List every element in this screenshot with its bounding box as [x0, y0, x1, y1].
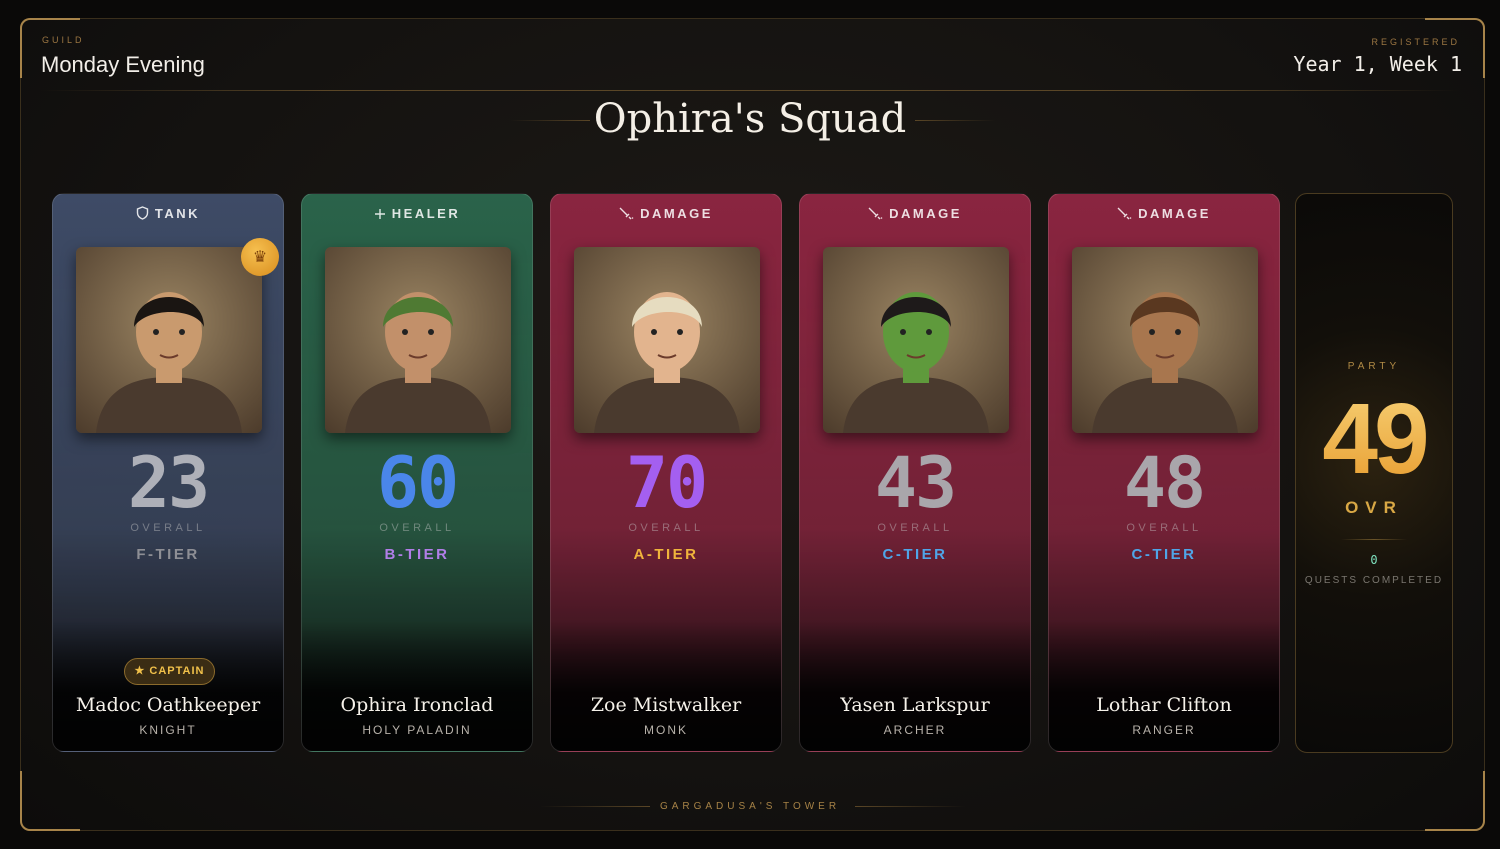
- member-portrait: [325, 247, 511, 433]
- card-footer-shade: [53, 621, 283, 751]
- party-ovr-value: 49: [1296, 382, 1452, 497]
- header-divider: [40, 90, 1460, 91]
- tier-label: F-TIER: [136, 546, 200, 563]
- tier-label: B-TIER: [384, 546, 450, 563]
- role-label: DAMAGE: [1049, 206, 1279, 223]
- guild-label: GUILD: [42, 35, 85, 45]
- overall-label: OVERALL: [1126, 522, 1202, 534]
- role-text: TANK: [154, 206, 201, 221]
- party-label: PARTY: [1347, 361, 1401, 372]
- registered-label: REGISTERED: [1371, 37, 1460, 47]
- frame-corner: [20, 771, 80, 831]
- sword-icon: [619, 207, 634, 223]
- member-portrait: [76, 247, 262, 433]
- footer-ornament: [540, 806, 650, 807]
- sword-icon: [1117, 207, 1132, 223]
- role-label: TANK: [53, 206, 283, 223]
- member-portrait: [1072, 247, 1258, 433]
- member-portrait: [574, 247, 760, 433]
- overall-label: OVERALL: [877, 522, 953, 534]
- star-icon: ★: [134, 665, 146, 677]
- tier-label: C-TIER: [882, 546, 948, 563]
- overall-score: 43: [874, 442, 957, 524]
- plus-icon: [374, 208, 386, 223]
- quests-completed-label: QUESTS COMPLETED: [1304, 575, 1444, 586]
- member-class: ARCHER: [883, 723, 947, 737]
- role-text: DAMAGE: [889, 206, 962, 221]
- crown-icon: ♛: [241, 238, 279, 276]
- captain-text: CAPTAIN: [149, 665, 205, 677]
- member-portrait: [823, 247, 1009, 433]
- overall-label: OVERALL: [130, 522, 206, 534]
- member-name: Ophira Ironclad: [340, 694, 494, 716]
- card-footer-shade: [1049, 621, 1279, 751]
- member-name: Lothar Clifton: [1096, 694, 1232, 716]
- guild-name: Monday Evening: [41, 52, 205, 77]
- card-footer-shade: [800, 621, 1030, 751]
- card-footer-shade: [302, 621, 532, 751]
- role-label: DAMAGE: [551, 206, 781, 223]
- member-card[interactable]: HEALER 60 OVERALL B-TIER Ophira Ironclad…: [301, 193, 533, 752]
- member-name: Yasen Larkspur: [840, 694, 990, 716]
- role-label: DAMAGE: [800, 206, 1030, 223]
- overall-score: 60: [376, 442, 459, 524]
- frame-corner: [20, 18, 80, 78]
- overall-label: OVERALL: [379, 522, 455, 534]
- overall-label: OVERALL: [628, 522, 704, 534]
- member-card[interactable]: DAMAGE 70 OVERALL A-TIER Zoe Mistwalker …: [550, 193, 782, 752]
- member-name: Madoc Oathkeeper: [75, 694, 261, 716]
- frame-corner: [1425, 18, 1485, 78]
- role-text: DAMAGE: [1138, 206, 1211, 221]
- overall-score: 23: [127, 442, 210, 524]
- member-class: MONK: [644, 723, 688, 737]
- member-name: Zoe Mistwalker: [590, 694, 742, 716]
- member-class: HOLY PALADIN: [362, 723, 472, 737]
- party-ovr-label: OVR: [1345, 498, 1403, 517]
- title-ornament: [915, 120, 995, 121]
- frame-corner: [1425, 771, 1485, 831]
- tier-label: C-TIER: [1131, 546, 1197, 563]
- overall-score: 48: [1123, 442, 1206, 524]
- member-card[interactable]: TANK ♛ 23 OVERALL F-TIER ★ CAPTAIN Madoc…: [52, 193, 284, 752]
- quests-completed-value: 0: [1370, 553, 1378, 567]
- member-card[interactable]: DAMAGE 43 OVERALL C-TIER Yasen Larkspur …: [799, 193, 1031, 752]
- party-divider: [1341, 539, 1407, 540]
- member-class: KNIGHT: [139, 723, 197, 737]
- role-text: HEALER: [391, 206, 461, 221]
- page-title: Ophira's Squad: [593, 96, 907, 142]
- role-text: DAMAGE: [640, 206, 713, 221]
- card-footer-shade: [551, 621, 781, 751]
- registered-value: Year 1, Week 1: [1293, 52, 1462, 76]
- party-summary-card: PARTY 49 OVR 0 QUESTS COMPLETED: [1295, 193, 1453, 753]
- tier-label: A-TIER: [633, 546, 699, 563]
- sword-icon: [868, 207, 883, 223]
- member-class: RANGER: [1132, 723, 1196, 737]
- footer-location: GARGADUSA'S TOWER: [659, 801, 841, 812]
- member-card[interactable]: DAMAGE 48 OVERALL C-TIER Lothar Clifton …: [1048, 193, 1280, 752]
- overall-score: 70: [625, 442, 708, 524]
- footer-ornament: [855, 806, 965, 807]
- title-ornament: [510, 120, 590, 121]
- shield-icon: [136, 206, 149, 223]
- role-label: HEALER: [302, 206, 532, 223]
- captain-badge: ★ CAPTAIN: [124, 658, 215, 685]
